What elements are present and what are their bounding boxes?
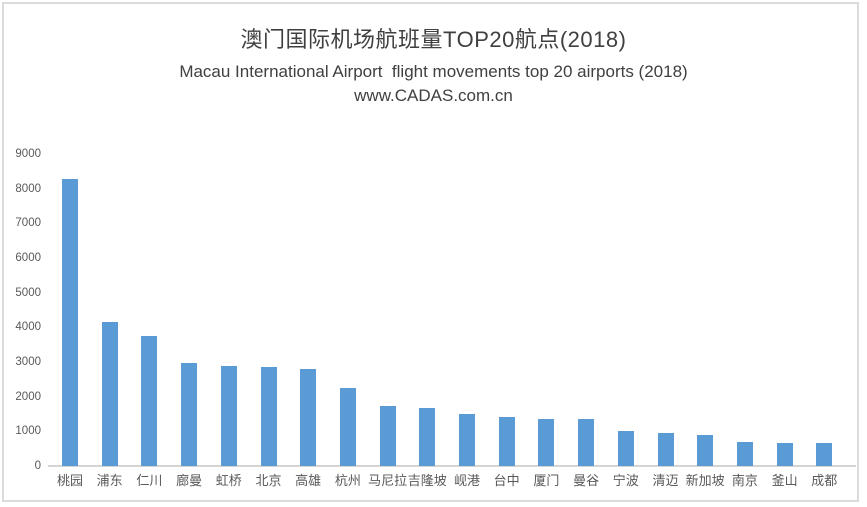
bar-宁波 [617,431,634,466]
x-tick-label: 台中 [493,473,520,488]
bar-廊曼 [181,363,198,466]
bar-南京 [736,442,753,466]
bar-台中 [498,417,515,466]
y-tick-label: 9000 [15,148,41,160]
chart-subtitle: Macau International Airport flight movem… [179,62,688,81]
y-tick-label: 7000 [15,217,41,230]
bar-釜山 [776,443,793,466]
bar-成都 [816,443,833,466]
x-axis-line [48,465,856,467]
y-tick-label: 0 [34,460,41,472]
chart-title: 澳门国际机场航班量TOP20航点(2018) [240,27,627,52]
y-tick-label: 2000 [15,390,41,403]
bar-马尼拉 [379,406,396,466]
y-tick-label: 5000 [15,286,41,299]
bar-厦门 [538,419,555,466]
x-tick-label: 桃园 [56,473,84,488]
bar-清迈 [657,433,674,466]
x-tick-label: 南京 [731,473,758,488]
x-tick-label: 吉隆坡 [407,473,447,488]
x-tick-label: 厦门 [533,473,560,488]
x-tick-label: 釜山 [771,473,798,488]
x-tick-label: 清迈 [652,473,679,488]
bar-浦东 [101,322,118,466]
bar-吉隆坡 [419,408,436,466]
watermark-url: www.CADAS.com.cn [354,86,513,105]
bar-新加坡 [697,435,714,466]
bar-桃园 [62,179,78,466]
x-tick-label: 仁川 [136,473,163,488]
x-tick-label: 曼谷 [573,473,600,488]
bar-高雄 [300,369,317,466]
y-tick-label: 1000 [15,425,41,438]
x-tick-label: 高雄 [295,473,322,488]
x-tick-label: 北京 [255,473,282,488]
x-tick-label: 虹桥 [215,473,242,488]
x-tick-label: 成都 [811,473,838,488]
y-tick-label: 8000 [15,182,41,195]
bar-曼谷 [578,419,595,466]
bar-虹桥 [220,366,237,466]
x-tick-label: 廊曼 [176,473,203,488]
x-tick-label: 新加坡 [685,473,725,488]
x-tick-label: 马尼拉 [368,473,408,488]
bar-北京 [260,367,277,466]
x-tick-label: 杭州 [334,473,361,488]
y-tick-label: 6000 [15,252,41,264]
bar-杭州 [339,388,356,466]
y-tick-label: 3000 [15,356,41,368]
x-tick-label: 宁波 [612,473,639,488]
y-tick-label: 4000 [15,321,41,334]
bar-岘港 [459,414,475,466]
x-tick-label: 岘港 [453,473,481,488]
bar-仁川 [141,336,158,466]
x-tick-label: 浦东 [96,473,123,488]
